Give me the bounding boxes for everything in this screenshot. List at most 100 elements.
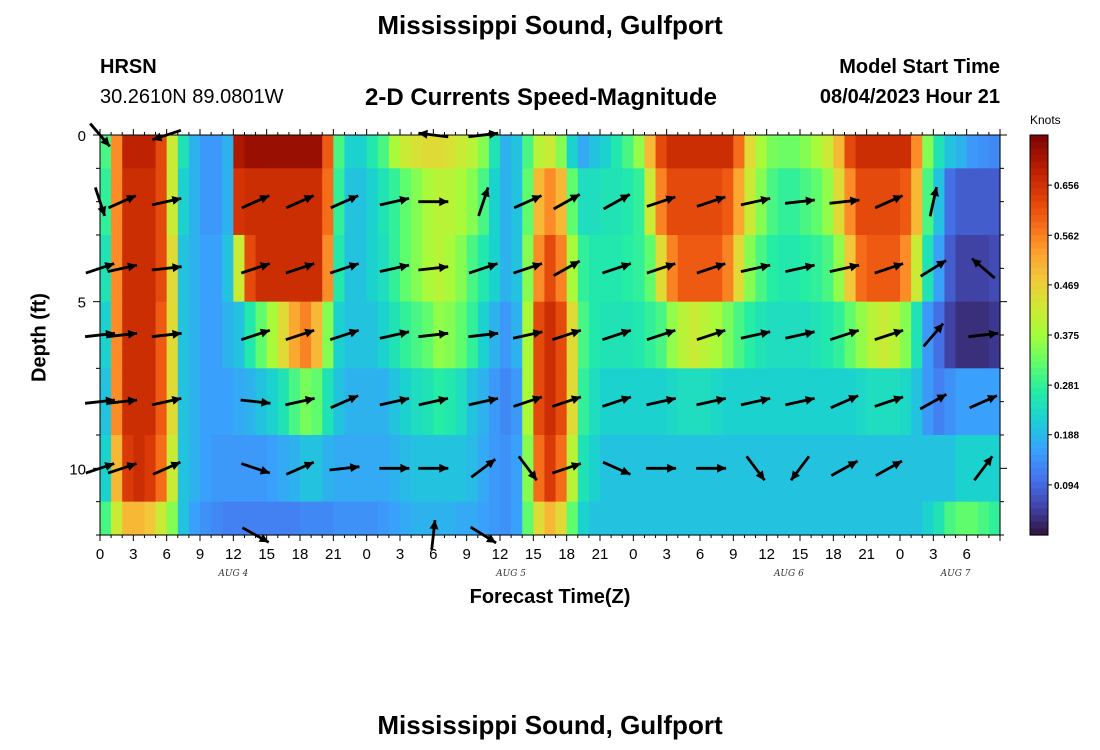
heatmap-cell xyxy=(811,168,823,236)
colorbar-band xyxy=(1030,181,1048,189)
heatmap-cell xyxy=(877,168,890,236)
vector-arrow-head xyxy=(438,396,448,405)
heatmap-cell xyxy=(588,135,601,169)
heatmap-cell xyxy=(366,235,379,303)
vector-arrow-head xyxy=(804,396,815,405)
heatmap-cell xyxy=(922,301,934,369)
vector-arrow-head xyxy=(100,136,110,147)
vector-arrow-head xyxy=(481,187,490,198)
heatmap-cell xyxy=(755,301,768,369)
heatmap-cell xyxy=(722,368,734,436)
vector-arrow-head xyxy=(848,328,859,338)
x-tick-label: 3 xyxy=(662,546,670,563)
heatmap-cell xyxy=(644,501,657,536)
heatmap-cell xyxy=(633,368,646,436)
vector-arrow-head xyxy=(620,328,631,338)
heatmap-cell xyxy=(711,135,723,169)
x-tick-label: 18 xyxy=(292,546,309,563)
heatmap-cell xyxy=(544,368,557,436)
colorbar-band xyxy=(1030,155,1048,163)
vector-arrow-head xyxy=(399,396,410,405)
colorbar-band xyxy=(1030,348,1048,356)
heatmap-cell xyxy=(422,135,434,169)
heatmap-cell xyxy=(200,235,212,303)
heatmap-cell xyxy=(200,301,212,369)
heatmap-cell xyxy=(277,368,290,436)
heatmap-cell xyxy=(988,135,1001,169)
heatmap-cell xyxy=(222,501,234,536)
heatmap-cell xyxy=(566,501,579,536)
heatmap-cell xyxy=(511,501,523,536)
vector-arrow-head xyxy=(348,195,359,204)
colorbar-band xyxy=(1030,281,1048,289)
heatmap-cell xyxy=(166,368,179,436)
heatmap-cell xyxy=(488,435,501,503)
heatmap-cell xyxy=(222,368,234,436)
heatmap-cell xyxy=(800,501,812,536)
heatmap-cell xyxy=(733,301,746,369)
station-coordinates: 30.2610N 89.0801W xyxy=(100,86,284,108)
heatmap-cell xyxy=(688,168,701,236)
colorbar-band xyxy=(1030,255,1048,263)
heatmap-cell xyxy=(622,501,634,536)
heatmap-cell xyxy=(933,235,946,303)
heatmap-cell xyxy=(511,435,523,503)
heatmap-cell xyxy=(122,135,134,169)
heatmap-cell xyxy=(566,168,579,236)
heatmap-cell xyxy=(988,501,1001,536)
vector-arrow-head xyxy=(439,197,449,207)
vector-arrow-head xyxy=(438,329,449,339)
vector-arrow-head xyxy=(717,463,727,473)
heatmap-cell xyxy=(788,435,801,503)
heatmap-cell xyxy=(866,135,879,169)
colorbar-tick-label: 0.562 xyxy=(1054,231,1079,242)
heatmap-cell xyxy=(811,501,823,536)
heatmap-cell xyxy=(766,135,779,169)
heatmap-cell xyxy=(477,501,490,536)
heatmap-cell xyxy=(911,168,923,236)
heatmap-cell xyxy=(588,368,601,436)
x-tick-label: 12 xyxy=(225,546,242,563)
heatmap-cell xyxy=(211,135,223,169)
heatmap-cell xyxy=(711,168,723,236)
colorbar-band xyxy=(1030,388,1048,396)
heatmap-cell xyxy=(877,135,890,169)
y-tick-label: 10 xyxy=(69,461,86,478)
heatmap-cell xyxy=(122,501,134,536)
heatmap-cell xyxy=(166,435,179,503)
heatmap-cell xyxy=(688,368,701,436)
heatmap-cell xyxy=(533,368,546,436)
heatmap-cell xyxy=(966,168,979,236)
heatmap-cell xyxy=(333,501,346,536)
heatmap-cell xyxy=(211,435,223,503)
heatmap-cell xyxy=(933,435,946,503)
heatmap-cell xyxy=(755,168,768,236)
heatmap-cell xyxy=(366,501,379,536)
vector-arrow-head xyxy=(971,258,982,268)
heatmap-cell xyxy=(511,135,523,169)
model-start-value: 08/04/2023 Hour 21 xyxy=(819,86,1000,108)
vector-arrow-head xyxy=(930,187,939,197)
heatmap-cell xyxy=(466,235,479,303)
heatmap-cell xyxy=(366,368,379,436)
colorbar-band xyxy=(1030,341,1048,349)
heatmap-cell xyxy=(922,235,934,303)
heatmap-cell xyxy=(866,435,879,503)
heatmap-cell xyxy=(311,235,323,303)
heatmap-cell xyxy=(277,301,290,369)
footer-title: Mississippi Sound, Gulfport xyxy=(377,710,723,740)
vector-arrow-head xyxy=(127,329,138,339)
heatmap-cell xyxy=(544,168,557,236)
vector-arrow-head xyxy=(893,262,904,271)
heatmap-cell xyxy=(455,435,468,503)
heatmap-cell xyxy=(377,501,390,536)
heatmap-cell xyxy=(322,501,334,536)
heatmap-cell xyxy=(155,135,168,169)
heatmap-cell xyxy=(344,168,357,236)
heatmap-cell xyxy=(533,235,546,303)
x-ticks: 0 3 6 9 12 15 18 21 0 3 6 9 12 15 18 21 0 3 6 9 12 15 18 21 0 3 6 xyxy=(96,129,1001,563)
x-tick-label: 3 xyxy=(396,546,404,563)
heatmap-cell xyxy=(144,501,157,536)
heatmap-cell xyxy=(533,435,546,503)
heatmap-cell xyxy=(633,235,646,303)
